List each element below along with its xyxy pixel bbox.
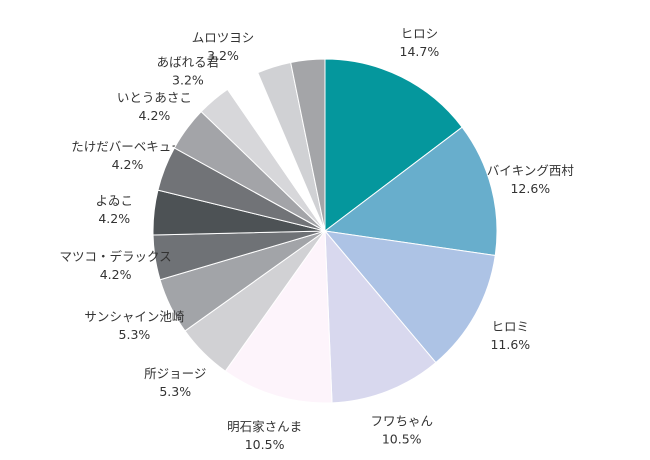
slice-percent-4: 10.5% [245, 437, 285, 452]
slice-label-2: ヒロミ 11.6% [490, 319, 530, 352]
slice-label-12: ムロツヨシ 3.2% [192, 30, 255, 63]
pie-slice-14 [290, 58, 326, 232]
pie-slice-0 [324, 58, 463, 233]
slice-name-2: ヒロミ [492, 319, 530, 334]
slice-label-8: よゐこ 4.2% [95, 193, 133, 226]
slice-name-11: あばれる君 [157, 54, 220, 69]
slice-percent-9: 4.2% [112, 157, 144, 172]
slice-percent-1: 12.6% [510, 181, 550, 196]
pie-slice-3 [324, 229, 437, 404]
slice-name-1: バイキング西村 [487, 163, 575, 178]
slice-label-4: 明石家さんま 10.5% [227, 419, 302, 452]
slice-percent-0: 14.7% [400, 44, 440, 59]
slice-label-10: いとうあさこ 4.2% [117, 90, 192, 123]
slice-label-0: ヒロシ 14.7% [400, 26, 440, 59]
slice-label-5: 所ジョージ 5.3% [144, 366, 206, 399]
slice-name-3: フワちゃん [370, 414, 433, 429]
slice-name-9: たけだバーベキュー [71, 139, 184, 154]
slice-percent-7: 4.2% [100, 267, 132, 282]
slice-name-6: サンシャイン池崎 [84, 309, 185, 324]
pie-slice-4 [224, 229, 333, 404]
slice-name-8: よゐこ [95, 193, 133, 208]
slice-label-6: サンシャイン池崎 5.3% [84, 309, 185, 342]
slice-percent-8: 4.2% [98, 211, 130, 226]
slice-label-7: マツコ・デラックス 4.2% [60, 249, 172, 282]
slice-percent-11: 3.2% [172, 72, 204, 87]
slice-label-9: たけだバーベキュー 4.2% [71, 139, 184, 172]
slice-name-5: 所ジョージ [144, 366, 206, 381]
slice-name-12: ムロツヨシ [192, 30, 255, 45]
slice-percent-12: 3.2% [207, 48, 239, 63]
slice-percent-5: 5.3% [159, 384, 191, 399]
slice-name-10: いとうあさこ [117, 90, 192, 105]
slice-name-0: ヒロシ [401, 26, 439, 41]
slice-name-4: 明石家さんま [227, 419, 302, 434]
slice-percent-6: 5.3% [119, 327, 151, 342]
slice-label-11: あばれる君 3.2% [157, 54, 220, 87]
slice-label-3: フワちゃん 10.5% [370, 414, 433, 447]
slice-percent-10: 4.2% [139, 108, 171, 123]
pie-slice-1 [323, 126, 498, 257]
slice-percent-2: 11.6% [490, 337, 530, 352]
slice-label-1: バイキング西村 12.6% [487, 163, 575, 196]
slice-name-7: マツコ・デラックス [60, 249, 172, 264]
pie-slice-2 [323, 230, 496, 364]
slice-percent-3: 10.5% [382, 432, 422, 447]
